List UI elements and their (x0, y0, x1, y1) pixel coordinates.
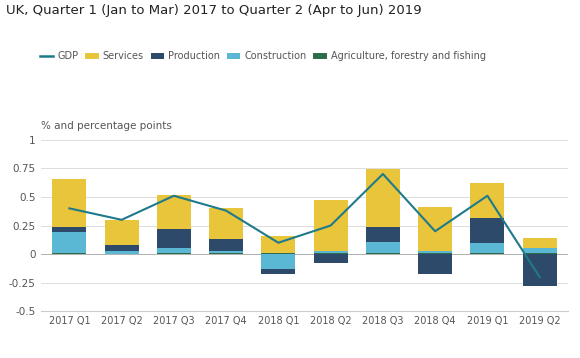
Bar (209, 251, 243, 253)
Bar (262, 254, 295, 269)
Bar (470, 183, 505, 218)
Bar (262, 269, 295, 274)
Bar (157, 195, 191, 229)
Bar (366, 227, 400, 242)
Bar (52, 232, 86, 253)
Text: UK, Quarter 1 (Jan to Mar) 2017 to Quarter 2 (Apr to Jun) 2019: UK, Quarter 1 (Jan to Mar) 2017 to Quart… (6, 4, 422, 16)
Bar (418, 251, 452, 253)
Bar (523, 248, 557, 253)
Bar (418, 253, 452, 254)
Legend: GDP, Services, Production, Construction, Agriculture, forestry and fishing: GDP, Services, Production, Construction,… (39, 52, 486, 62)
Bar (523, 254, 557, 286)
Bar (366, 242, 400, 253)
Bar (314, 251, 347, 253)
Bar (470, 243, 505, 253)
Bar (209, 253, 243, 254)
Bar (262, 253, 295, 254)
Bar (418, 207, 452, 251)
Bar (366, 169, 400, 227)
Bar (157, 248, 191, 253)
Bar (314, 254, 347, 263)
Bar (470, 218, 505, 243)
Bar (209, 208, 243, 239)
Bar (104, 220, 139, 245)
Bar (52, 179, 86, 227)
Bar (209, 239, 243, 251)
Bar (314, 253, 347, 254)
Bar (366, 253, 400, 254)
Bar (418, 254, 452, 274)
Bar (104, 245, 139, 251)
Bar (262, 236, 295, 253)
Bar (470, 253, 505, 254)
Bar (52, 253, 86, 254)
Bar (52, 227, 86, 232)
Bar (104, 251, 139, 254)
Text: % and percentage points: % and percentage points (41, 121, 172, 131)
Bar (523, 238, 557, 248)
Bar (523, 253, 557, 254)
Bar (314, 200, 347, 251)
Bar (157, 229, 191, 248)
Bar (157, 253, 191, 254)
